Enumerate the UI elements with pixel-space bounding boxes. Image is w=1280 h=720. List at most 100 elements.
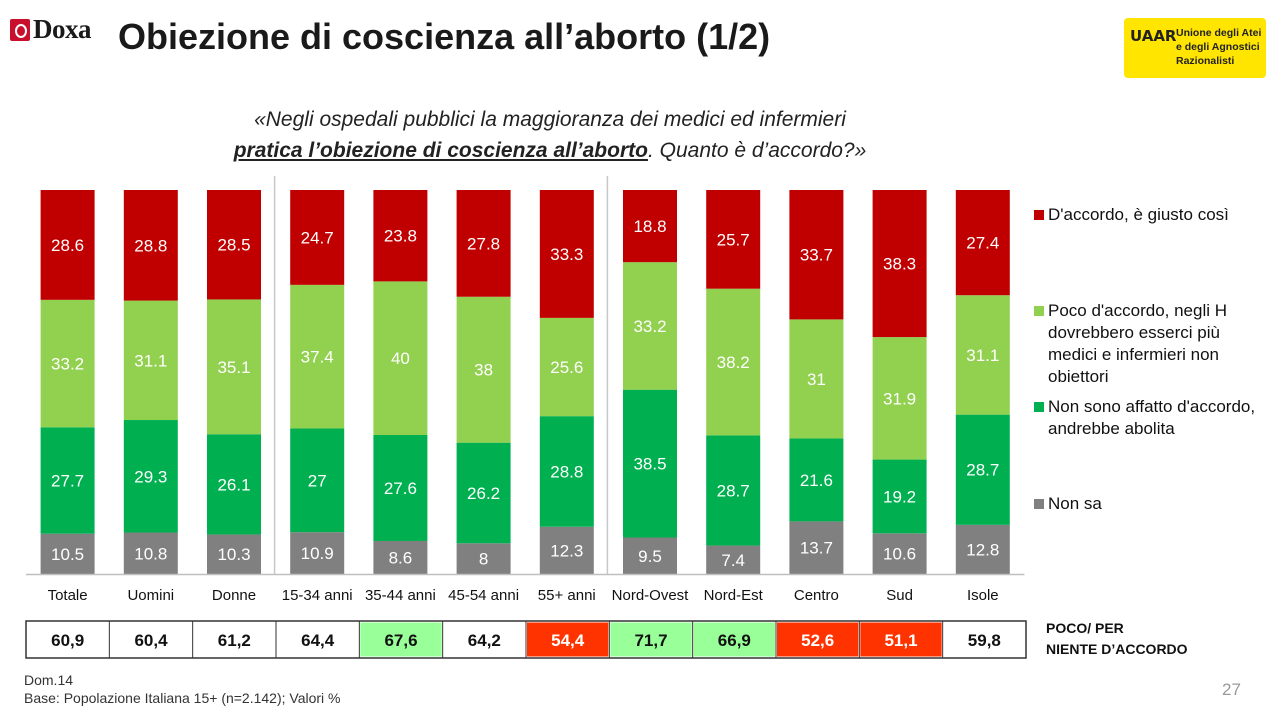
bar-segment-poco [623,262,677,390]
data-label-non-sa: 13.7 [800,539,833,558]
summary-cell-highlight [527,622,609,657]
data-label-non-affatto: 27 [308,471,327,490]
x-tick-label: 55+ anni [538,587,596,604]
summary-cell-highlight [360,622,442,657]
uaar-logo-text: Unione degli Atei e degli Agnostici Razi… [1176,26,1264,68]
x-tick-label: Donne [212,587,256,604]
data-label-poco: 25.6 [550,358,583,377]
summary-cell-value: 52,6 [801,631,834,650]
footer-base-note: Base: Popolazione Italiana 15+ (n=2.142)… [24,690,341,706]
data-label-non-sa: 10.5 [51,545,84,564]
x-tick-label: Nord-Est [704,587,764,604]
bar-segment-non-sa [290,532,345,574]
data-label-d-accordo: 27.4 [966,234,999,253]
bar-segment-d-accordo [539,190,594,318]
bar-segment-d-accordo [706,190,761,289]
bar-segment-poco [290,284,345,429]
bar-segment-non-affatto [539,416,594,527]
bar-segment-non-affatto [706,435,761,546]
bar-segment-non-affatto [207,434,261,535]
data-label-non-sa: 12.3 [550,541,583,560]
bar-segment-non-affatto [955,414,1010,525]
bar-segment-d-accordo [623,190,677,263]
legend-swatch-poco [1034,306,1044,316]
data-label-non-sa: 10.6 [883,545,916,564]
bar-segment-non-sa [955,524,1010,574]
summary-cell-value: 66,9 [718,631,751,650]
data-label-d-accordo: 38.3 [883,255,916,274]
legend-swatch-non-sa [1034,499,1044,509]
bar-segment-poco [456,296,511,443]
bar-segment-non-sa [872,533,927,574]
data-label-d-accordo: 23.8 [384,227,417,246]
data-label-non-affatto: 21.6 [800,471,833,490]
bar-segment-d-accordo [207,190,261,300]
data-label-non-affatto: 38.5 [633,455,666,474]
x-tick-label: 35-44 anni [365,587,436,604]
data-label-d-accordo: 27.8 [467,234,500,253]
summary-cell-highlight [610,622,692,657]
bar-segment-non-sa [40,533,95,574]
bar-segment-d-accordo [373,190,428,282]
data-label-poco: 37.4 [301,348,334,367]
bar-segment-non-sa [373,540,428,574]
bar-segment-non-affatto [789,438,844,522]
question-line-2: pratica l’obiezione di coscienza all’abo… [160,135,940,166]
bar-segment-non-affatto [123,420,178,533]
uaar-logo-line-2: e degli Agnostici [1176,41,1260,53]
data-label-poco: 38 [474,361,493,380]
uaar-logo-line-3: Razionalisti [1176,55,1235,67]
x-tick-label: Totale [48,587,88,604]
bar-segment-d-accordo [123,190,178,301]
page-title: Obiezione di coscienza all’aborto (1/2) [118,16,771,57]
x-tick-label: 15-34 anni [282,587,353,604]
data-label-poco: 35.1 [217,358,250,377]
data-label-d-accordo: 33.3 [550,245,583,264]
x-tick-label: Uomini [127,587,174,604]
data-label-non-affatto: 28.7 [717,481,750,500]
bar-segment-non-sa [706,545,761,574]
bar-segment-non-affatto [290,428,345,533]
summary-label-line-2: NIENTE D’ACCORDO [1046,641,1188,657]
bar-segment-poco [373,281,428,435]
data-label-non-sa: 8.6 [389,548,413,567]
bar-segment-poco [706,288,761,436]
data-label-d-accordo: 24.7 [301,228,334,247]
data-label-poco: 31.9 [883,389,916,408]
summary-cell-highlight [860,622,942,657]
data-label-non-affatto: 27.7 [51,471,84,490]
bar-segment-non-affatto [40,427,95,534]
bar-segment-poco [539,317,594,417]
data-label-non-affatto: 27.6 [384,479,417,498]
data-label-non-sa: 9.5 [638,547,662,566]
data-label-d-accordo: 28.5 [217,236,250,255]
data-label-non-sa: 12.8 [966,540,999,559]
summary-cell-value: 60,9 [51,631,84,650]
uaar-logo-mark: UAAR [1130,27,1177,45]
data-label-non-affatto: 29.3 [134,467,167,486]
data-label-poco: 31.1 [134,351,167,370]
data-label-d-accordo: 25.7 [717,230,750,249]
question-line-1: «Negli ospedali pubblici la maggioranza … [254,108,846,131]
legend-label-d-accordo: D'accordo, è giusto così [1048,205,1229,224]
data-label-poco: 38.2 [717,353,750,372]
summary-cell-value: 61,2 [218,631,251,650]
data-label-poco: 33.2 [633,317,666,336]
bar-segment-poco [872,337,927,460]
bar-segment-non-affatto [373,434,428,541]
bar-segment-non-sa [539,526,594,574]
data-label-non-sa: 7.4 [721,551,745,570]
legend-swatch-non-affatto [1034,402,1044,412]
bar-segment-non-sa [789,521,844,574]
data-label-non-sa: 8 [479,550,488,569]
question-underlined: pratica l’obiezione di coscienza all’abo… [233,139,648,162]
data-label-non-affatto: 19.2 [883,487,916,506]
summary-row-label: POCO/ PER NIENTE D’ACCORDO [1046,618,1188,660]
bar-segment-d-accordo [789,190,844,320]
x-tick-label: 45-54 anni [448,587,519,604]
bar-segment-non-affatto [623,389,677,538]
bar-segment-d-accordo [955,190,1010,296]
question-rest: . Quanto è d’accordo?» [647,139,867,162]
summary-label-line-1: POCO/ PER [1046,620,1124,636]
